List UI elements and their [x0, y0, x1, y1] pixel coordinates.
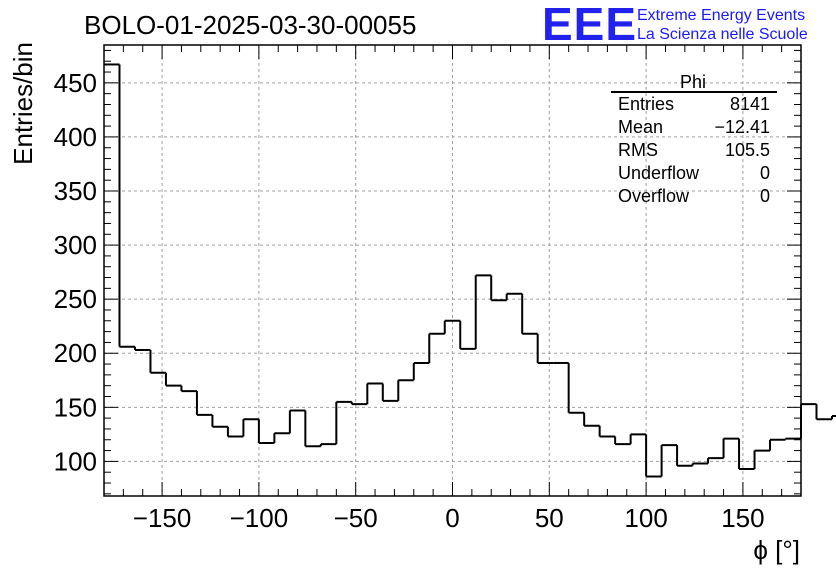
histogram-bin — [412, 361, 430, 381]
stats-label-rms: RMS — [618, 140, 658, 160]
x-tick-label: 150 — [721, 503, 764, 533]
stats-value-entries: 8141 — [730, 94, 770, 114]
histogram-bin — [660, 444, 678, 477]
histogram-bin — [149, 349, 166, 374]
eee-logo: EEE Extreme Energy Events La Scienza nel… — [542, 0, 808, 50]
y-axis-label: Entries/bin — [8, 42, 38, 165]
histogram-bin — [614, 436, 631, 446]
y-tick-label: 100 — [54, 446, 97, 476]
histogram-bin — [691, 462, 709, 466]
histogram-bin — [350, 401, 368, 406]
y-tick-label: 400 — [54, 122, 97, 152]
stats-value-underflow: 0 — [760, 163, 770, 183]
x-tick-label: 50 — [535, 503, 564, 533]
histogram-bin — [521, 293, 538, 335]
histogram-bin — [180, 385, 197, 393]
x-axis: −150 −100 −50 0 50 100 150 — [103, 45, 802, 533]
histogram-bin — [800, 403, 817, 439]
x-tick-label: 100 — [624, 503, 667, 533]
histogram-bin — [830, 414, 836, 420]
histogram-bin — [397, 379, 414, 401]
histogram-bin — [242, 418, 259, 437]
histogram-bin — [164, 372, 182, 387]
histogram-bin — [257, 419, 275, 445]
histogram-bin — [567, 362, 585, 414]
stats-label-mean: Mean — [618, 117, 663, 137]
histogram-bin — [753, 449, 771, 469]
x-tick-label: −150 — [133, 503, 192, 533]
stats-value-mean: −12.41 — [714, 117, 770, 137]
histogram-bin — [118, 64, 135, 348]
histogram-bin — [366, 382, 383, 405]
stats-label-underflow: Underflow — [618, 163, 700, 183]
y-tick-label: 250 — [54, 284, 97, 314]
histogram-bin — [381, 383, 399, 402]
stats-value-overflow: 0 — [760, 186, 770, 206]
histogram-bin — [598, 425, 616, 438]
histogram-bin — [474, 274, 492, 349]
y-tick-label: 200 — [54, 338, 97, 368]
histogram-bin — [428, 332, 445, 363]
stats-box: Phi Entries 8141 Mean −12.41 RMS 105.5 U… — [611, 72, 777, 206]
stats-value-rms: 105.5 — [725, 140, 770, 160]
y-tick-label: 300 — [54, 230, 97, 260]
y-axis: 100 150 200 250 300 350 400 450 — [54, 49, 801, 495]
histogram-bin — [133, 346, 151, 351]
x-tick-label: −100 — [230, 503, 289, 533]
histogram-bin — [195, 391, 213, 416]
histogram-bin — [490, 275, 507, 302]
stats-label-overflow: Overflow — [618, 186, 690, 206]
x-tick-label: 0 — [445, 503, 459, 533]
histogram-bin — [288, 409, 306, 434]
y-tick-label: 350 — [54, 176, 97, 206]
histogram-bin — [815, 404, 832, 421]
chart-title: BOLO-01-2025-03-30-00055 — [84, 10, 416, 40]
histogram-bin — [226, 426, 244, 438]
histogram-bin — [645, 434, 662, 478]
histogram-bin — [738, 438, 755, 470]
histogram-bin — [335, 400, 352, 445]
histogram-bin — [211, 414, 228, 428]
histogram-bin — [319, 443, 337, 447]
histogram-bin — [505, 292, 523, 301]
x-axis-label: ϕ [°] — [753, 535, 800, 565]
histogram-bin — [784, 437, 801, 440]
histogram-bin — [769, 438, 786, 451]
histogram-bin — [304, 410, 321, 448]
histogram-bin — [583, 412, 600, 427]
eee-logo-mark: EEE — [542, 0, 637, 50]
y-tick-label: 150 — [54, 392, 97, 422]
histogram-bin — [536, 333, 554, 364]
histogram-bin — [722, 437, 740, 459]
histogram-bin — [629, 433, 647, 445]
eee-logo-line2: La Scienza nelle Scuole — [637, 26, 808, 43]
histogram-bin — [459, 320, 476, 350]
stats-title: Phi — [680, 72, 706, 92]
grid-lines — [104, 45, 801, 496]
x-tick-label: −50 — [334, 503, 378, 533]
eee-logo-line1: Extreme Energy Events — [637, 7, 805, 24]
histogram-bin — [676, 445, 693, 467]
histogram-series — [104, 63, 836, 478]
y-tick-label: 450 — [54, 68, 97, 98]
histogram-bin — [273, 432, 290, 444]
histogram-bin — [443, 319, 461, 334]
histogram-bin — [707, 457, 724, 464]
stats-label-entries: Entries — [618, 94, 674, 114]
